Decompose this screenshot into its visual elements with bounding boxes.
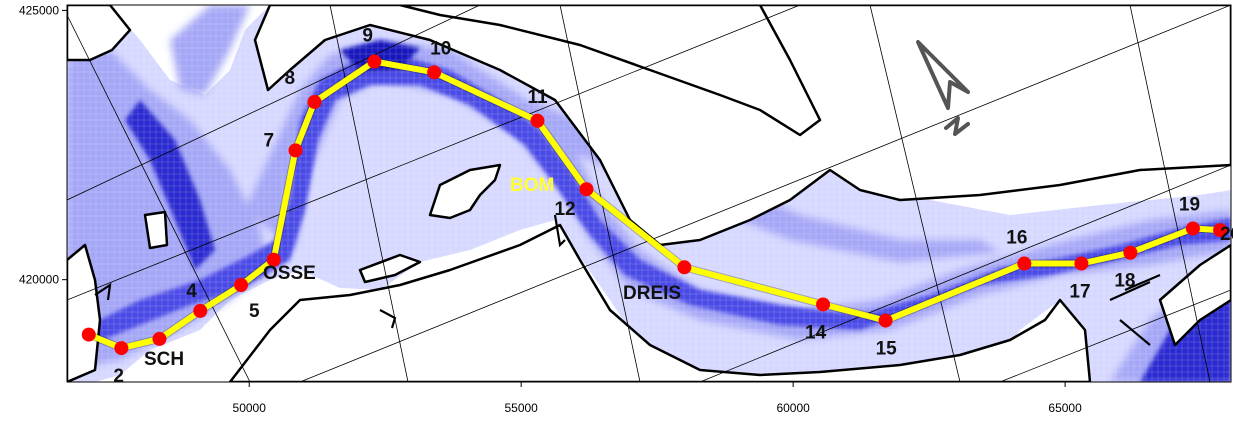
station-label: 12	[554, 199, 575, 220]
station-label: 7	[263, 130, 274, 151]
station-marker[interactable]	[1017, 256, 1032, 271]
station-marker[interactable]	[152, 331, 167, 346]
station-label: 15	[876, 339, 898, 360]
station-marker[interactable]	[427, 65, 442, 80]
station-label: 17	[1069, 282, 1090, 303]
station-marker[interactable]	[1185, 221, 1200, 236]
station-marker[interactable]	[1074, 256, 1089, 271]
x-tick-label: 50000	[233, 401, 267, 415]
station-marker[interactable]	[530, 113, 545, 128]
station-label: 8	[284, 68, 295, 89]
station-label: 19	[1179, 195, 1200, 216]
station-marker[interactable]	[288, 143, 303, 158]
station-marker[interactable]	[266, 252, 281, 267]
station-marker[interactable]	[1123, 245, 1138, 260]
station-marker[interactable]	[307, 94, 322, 109]
station-label: 10	[430, 38, 451, 59]
rotated-grid	[67, 5, 1231, 382]
route-line	[87, 58, 1221, 352]
island	[428, 163, 502, 220]
station-marker[interactable]	[367, 54, 382, 69]
south-mainland	[228, 223, 1092, 382]
route-layer	[81, 54, 1228, 356]
station-marker[interactable]	[878, 313, 893, 328]
place-name-osse: OSSE	[263, 263, 316, 284]
station-marker[interactable]	[816, 297, 831, 312]
north-arrow-icon	[916, 40, 970, 136]
small-island-b	[358, 253, 422, 284]
x-tick-label: 65000	[1048, 401, 1082, 415]
place-name-bom: BOM	[510, 175, 554, 196]
station-label: 14	[805, 322, 827, 343]
y-tick-label: 420000	[19, 273, 59, 287]
station-labels: 2 4 5 7 8 9 10 11 12 14 15 16 17 18 19 20	[113, 26, 1233, 388]
axis-ticks: 50000 55000 60000 65000 425000 420000	[19, 3, 1082, 415]
station-label: 16	[1006, 228, 1027, 249]
station-marker[interactable]	[81, 327, 96, 342]
small-island-a	[143, 210, 169, 250]
place-name-sch: SCH	[144, 349, 184, 370]
north-arrow-letter	[944, 116, 970, 136]
station-label: 2	[113, 366, 124, 387]
station-label: 20	[1220, 224, 1233, 245]
y-tick-label: 425000	[19, 3, 59, 17]
x-tick-label: 55000	[504, 401, 538, 415]
station-marker[interactable]	[1213, 223, 1228, 238]
place-names: SCH OSSE BOM DREIS	[144, 175, 681, 370]
west-shore	[67, 243, 102, 382]
station-label: 11	[527, 87, 548, 108]
plot-frame	[66, 4, 1232, 383]
station-marker[interactable]	[234, 278, 249, 293]
station-label: 18	[1114, 271, 1135, 292]
place-name-dreis: DREIS	[623, 283, 681, 304]
station-marker[interactable]	[114, 341, 129, 356]
north-estuary-land	[398, 5, 822, 137]
north-shore	[253, 5, 1231, 247]
station-label: 4	[186, 281, 197, 302]
east-land	[1158, 243, 1231, 347]
station-label: 5	[249, 301, 260, 322]
map-canvas	[67, 5, 1231, 382]
x-tick-label: 60000	[776, 401, 810, 415]
station-marker[interactable]	[677, 260, 692, 275]
station-label: 9	[362, 26, 373, 47]
station-marker[interactable]	[193, 303, 208, 318]
land-masses	[67, 5, 1231, 382]
station-marker[interactable]	[579, 182, 594, 197]
